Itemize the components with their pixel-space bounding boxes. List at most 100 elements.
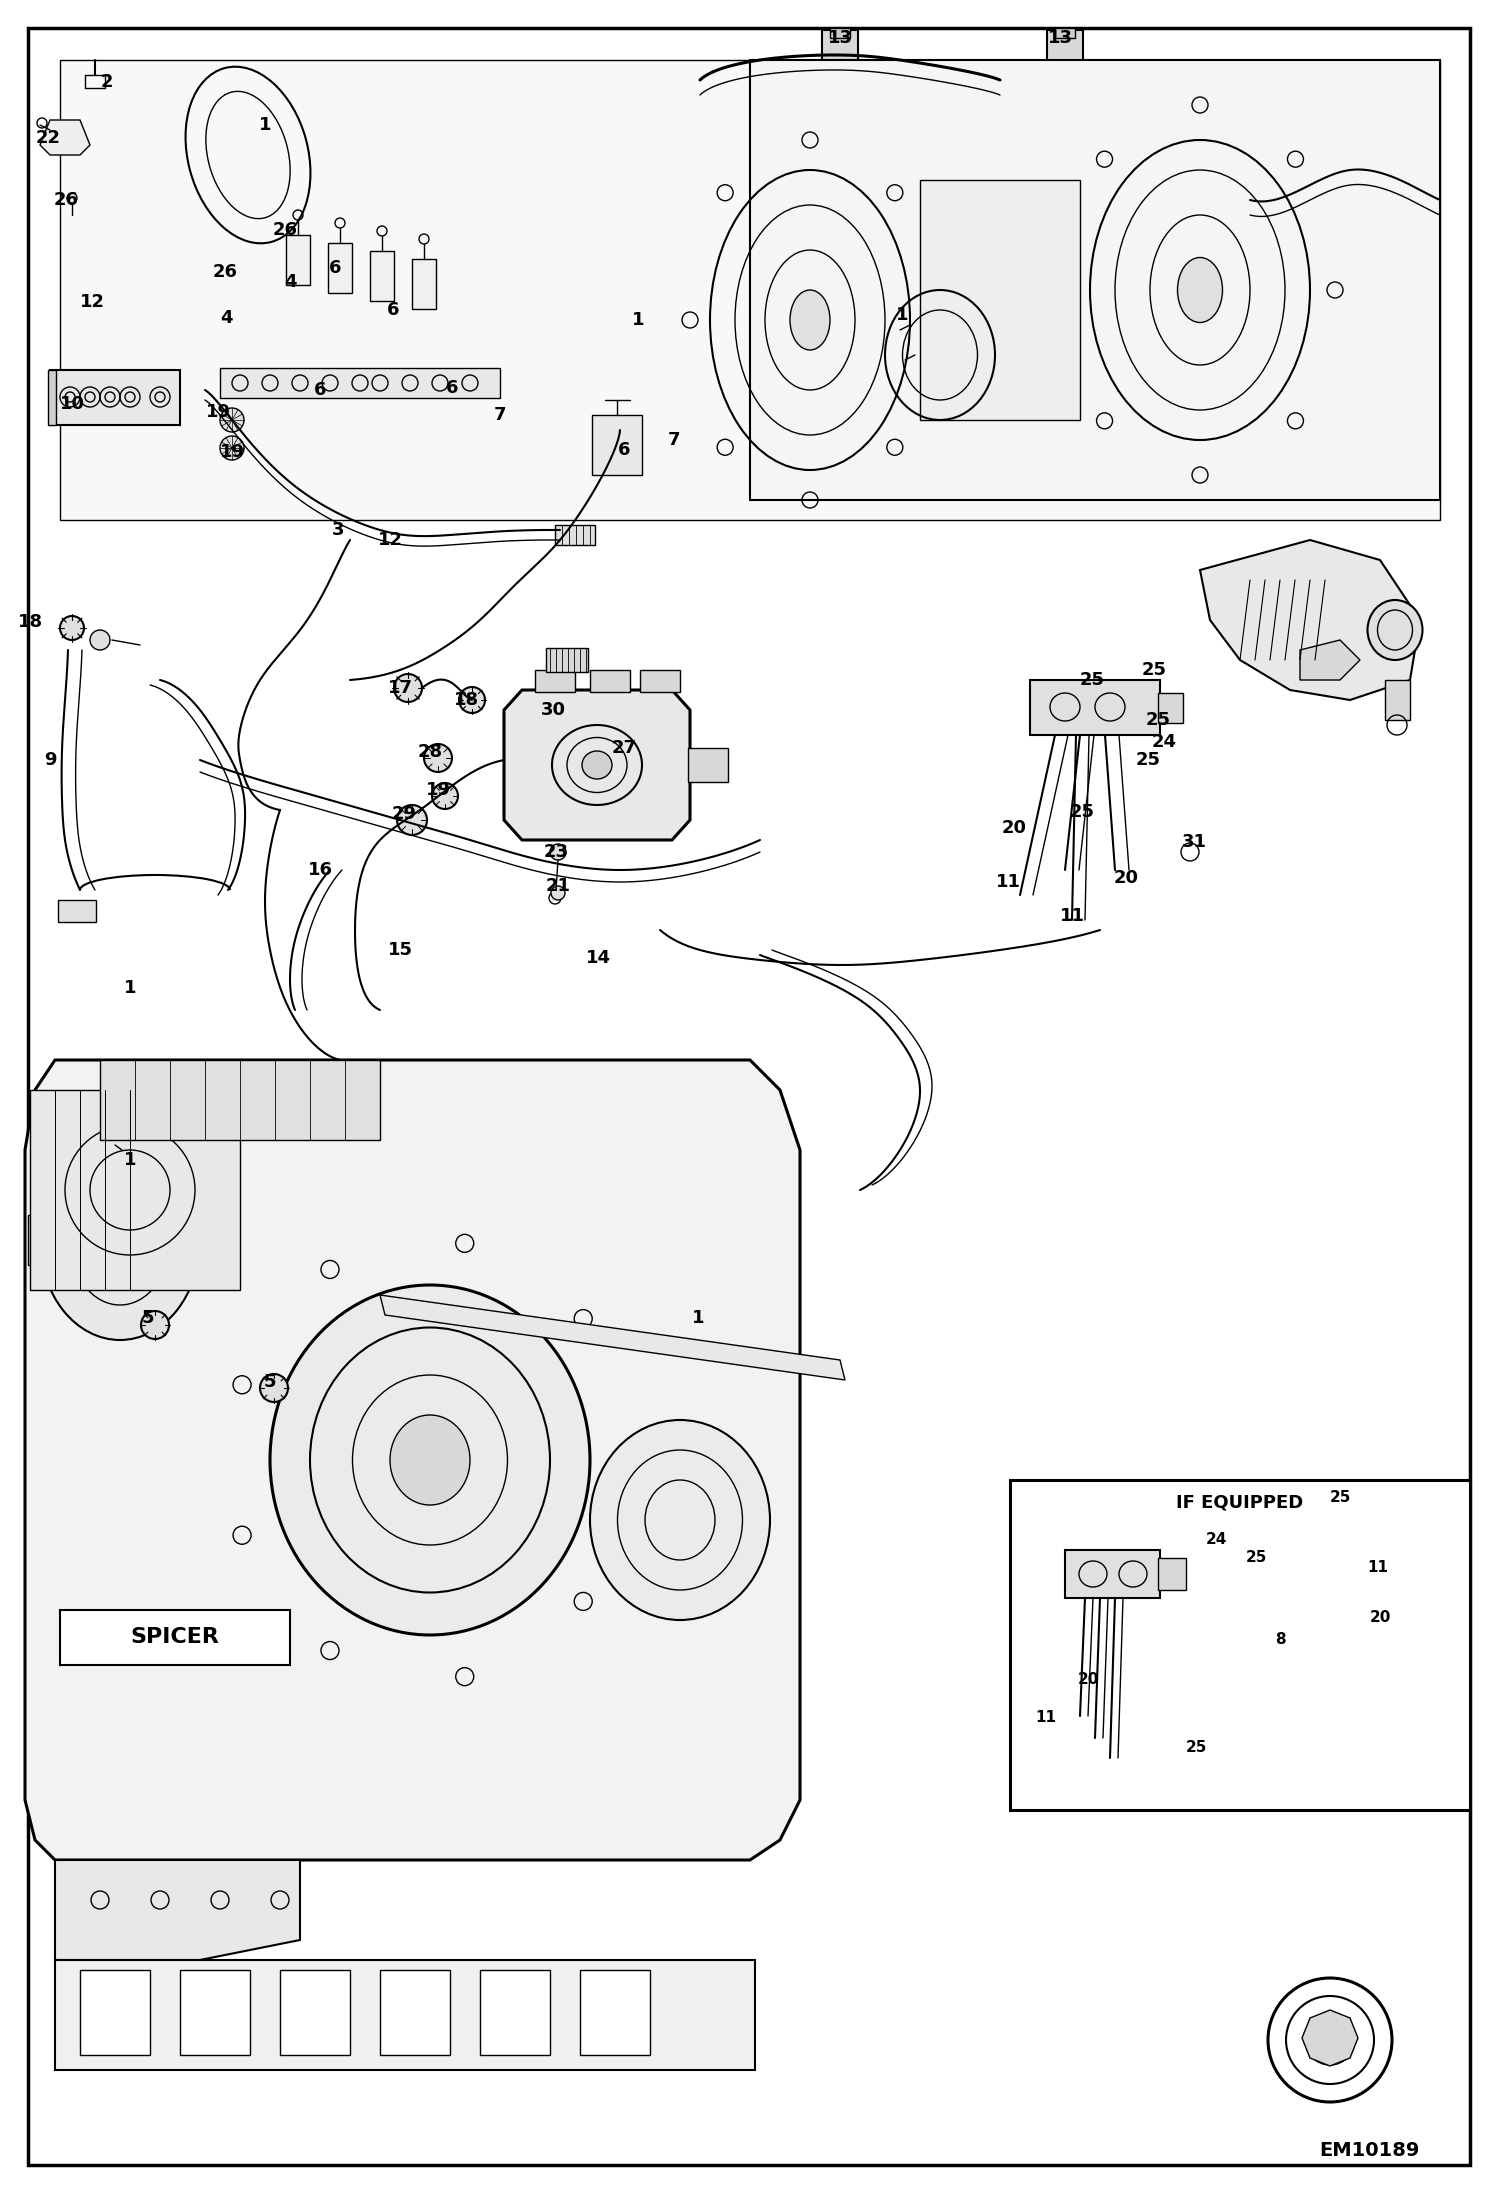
Bar [590,671,631,693]
Text: 26: 26 [273,221,298,239]
Bar [48,371,55,425]
Text: 22: 22 [36,129,60,147]
Circle shape [424,743,452,772]
Circle shape [431,783,458,809]
Bar [688,748,728,783]
Polygon shape [750,59,1440,500]
Bar [180,1969,250,2055]
Text: 11: 11 [996,873,1020,890]
Text: 7: 7 [494,406,506,423]
Text: 31: 31 [1182,833,1206,851]
Ellipse shape [270,1285,590,1636]
Text: 6: 6 [617,441,631,458]
Text: 12: 12 [377,531,403,548]
Text: 25: 25 [1185,1741,1207,1757]
Circle shape [60,616,84,640]
Bar [79,1969,150,2055]
Text: 11: 11 [1035,1711,1056,1726]
Text: 12: 12 [79,294,105,311]
Bar [412,259,436,309]
Bar [1010,1480,1470,1809]
Text: SPICER: SPICER [130,1627,219,1647]
Bar [328,243,352,294]
Bar [220,368,500,397]
Text: 5: 5 [264,1373,276,1390]
Text: 18: 18 [454,691,478,708]
Bar [380,1969,449,2055]
Circle shape [394,673,422,702]
Text: 15: 15 [388,941,412,958]
Ellipse shape [583,750,613,779]
Text: 1: 1 [259,116,271,134]
Bar [1386,680,1410,719]
Text: 3: 3 [331,522,345,539]
Ellipse shape [389,1414,470,1504]
Text: 26: 26 [213,263,238,281]
Bar [49,371,180,425]
Ellipse shape [1368,601,1423,660]
Bar [1031,680,1159,735]
Bar [55,1961,755,2070]
Bar [545,647,589,671]
Polygon shape [55,1860,300,1961]
Polygon shape [1302,2011,1359,2066]
Text: 19: 19 [425,781,451,798]
Circle shape [551,886,565,899]
Text: 4: 4 [283,272,297,292]
Text: 14: 14 [586,950,611,967]
Bar [280,1969,351,2055]
Bar [370,250,394,300]
Circle shape [220,436,244,461]
Text: 20: 20 [1077,1673,1098,1686]
Text: 13: 13 [1047,29,1073,46]
Circle shape [220,408,244,432]
Text: 5: 5 [142,1309,154,1327]
Text: 29: 29 [391,805,416,822]
Bar [640,671,680,693]
Text: 20: 20 [1369,1610,1390,1625]
Text: 17: 17 [388,680,412,697]
Polygon shape [380,1296,845,1379]
Text: 7: 7 [668,432,680,450]
Text: 20: 20 [1002,818,1026,838]
Bar [30,1090,240,1289]
Bar [1158,1557,1186,1590]
Text: 11: 11 [1368,1561,1389,1575]
Polygon shape [920,180,1080,421]
Text: 1: 1 [692,1309,704,1327]
Text: 21: 21 [545,877,571,895]
Text: 10: 10 [60,395,84,412]
Text: 25: 25 [1146,711,1170,728]
Bar [286,235,310,285]
Text: 1: 1 [124,978,136,998]
Bar [1158,693,1183,724]
Text: 4: 4 [220,309,232,327]
Text: 25: 25 [1141,660,1167,680]
Text: 25: 25 [1070,803,1095,820]
Text: 9: 9 [43,750,57,770]
Bar [554,524,595,546]
Text: 6: 6 [313,382,327,399]
Bar [60,1610,291,1664]
Polygon shape [25,1059,800,1860]
Text: 13: 13 [827,29,852,46]
Text: 26: 26 [54,191,78,208]
Polygon shape [60,59,1440,520]
Bar [1047,31,1083,110]
Text: 8: 8 [1275,1632,1285,1647]
Circle shape [261,1375,288,1401]
Circle shape [90,629,109,649]
Bar [1055,29,1076,37]
Circle shape [141,1311,169,1340]
Text: 25: 25 [1135,750,1161,770]
Text: 20: 20 [1113,868,1138,886]
Bar [479,1969,550,2055]
Text: 1: 1 [896,307,908,325]
Circle shape [397,805,427,836]
Bar [58,899,96,921]
Bar [592,414,643,476]
Polygon shape [1300,640,1360,680]
Text: 6: 6 [386,300,400,318]
Bar [822,31,858,110]
Text: 24: 24 [1152,732,1176,750]
